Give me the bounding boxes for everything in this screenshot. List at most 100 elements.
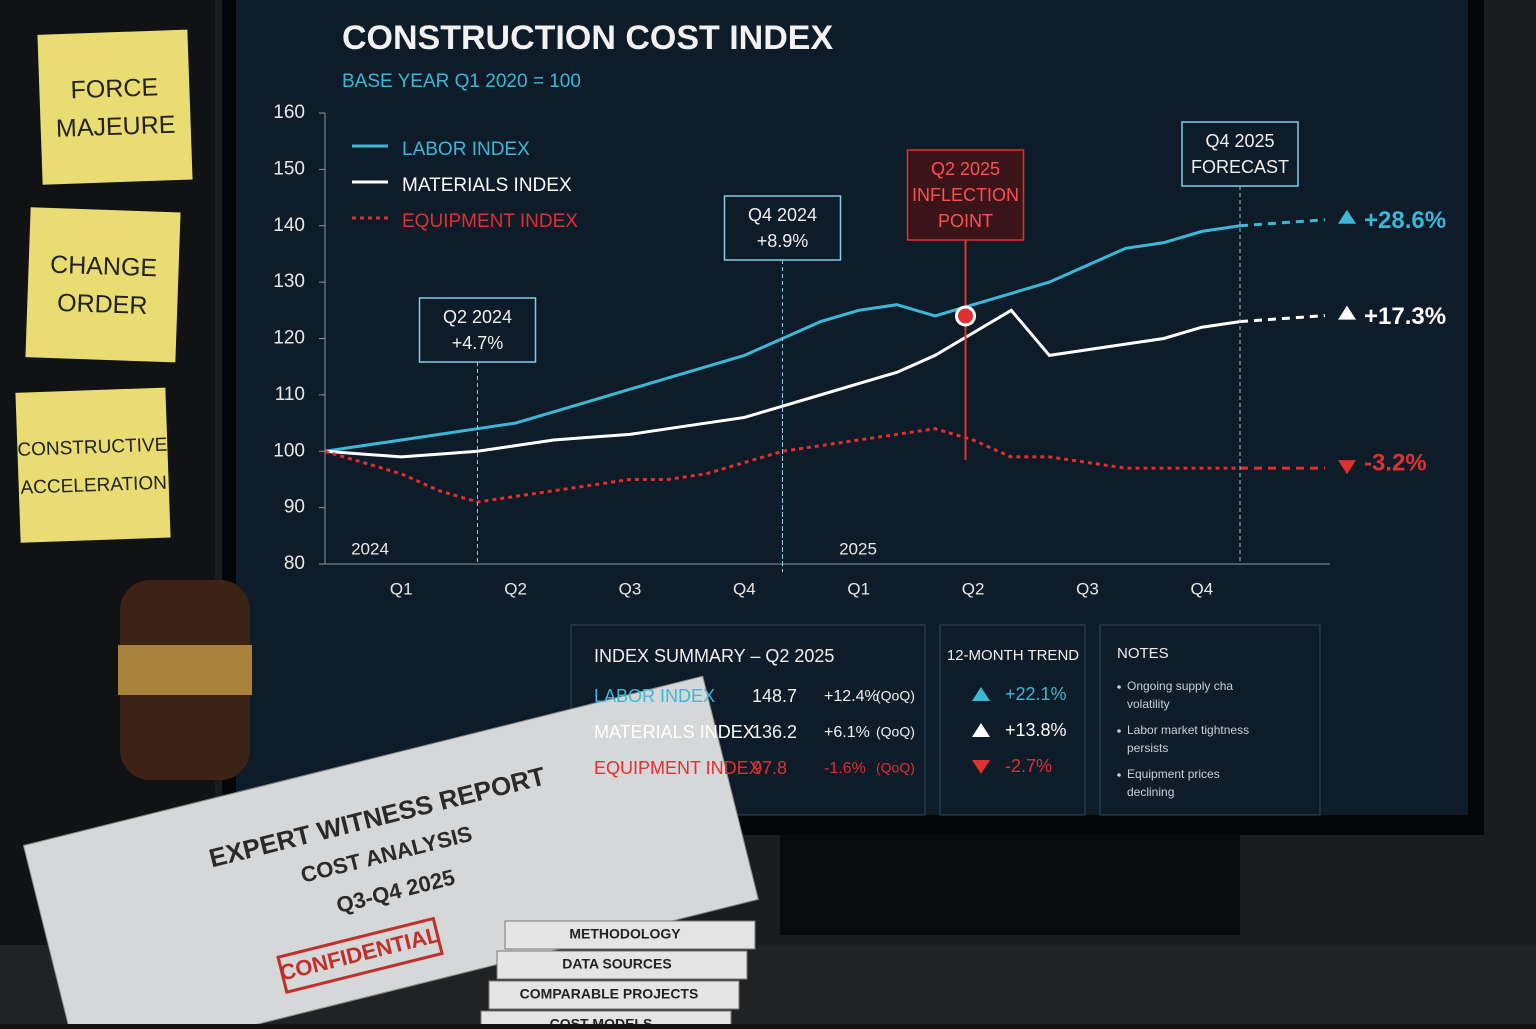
legend-label: MATERIALS INDEX (402, 175, 572, 196)
summary-period: (QoQ) (876, 760, 915, 776)
x-tick-label: Q2 (504, 579, 527, 598)
sticky-text: ACCELERATION (20, 473, 167, 499)
annotation-text: INFLECTION (912, 185, 1019, 205)
report-tab (504, 920, 756, 950)
note-bullet (1117, 729, 1121, 733)
annotation-box (1181, 121, 1299, 187)
summary-change: +12.4% (824, 688, 879, 705)
sticky-note: CHANGE ORDER (25, 207, 181, 363)
x-tick-label: Q4 (1191, 579, 1214, 598)
sticky-paper (15, 387, 171, 543)
x-tick-label: Q1 (390, 579, 413, 598)
summary-value: 97.8 (752, 758, 787, 778)
x-tick-label: Q4 (733, 579, 756, 598)
sticky-text: CONSTRUCTIVE (17, 435, 168, 461)
note-text: persists (1127, 741, 1168, 755)
inflection-marker (955, 305, 976, 327)
sticky-text: MAJEURE (56, 111, 176, 143)
y-tick-label: 110 (275, 384, 305, 405)
year-label: 2025 (839, 539, 877, 558)
note-bullet (1117, 773, 1121, 777)
sticky-text: CHANGE (50, 251, 158, 283)
report-tab-label: METHODOLOGY (569, 926, 681, 942)
y-tick-label: 130 (273, 271, 305, 292)
annotation-text: Q2 2025 (931, 159, 1000, 179)
trend-icon (972, 723, 990, 737)
y-tick-label: 90 (284, 497, 305, 518)
report-cover (22, 675, 759, 1029)
trend-arrow (1338, 209, 1356, 224)
legend-label: EQUIPMENT INDEX (402, 211, 578, 232)
summary-change: +6.1% (824, 724, 870, 741)
year-label: 2024 (351, 539, 389, 558)
y-tick-label: 80 (284, 553, 305, 574)
monitor-stand (780, 835, 1240, 935)
line-series (324, 427, 1240, 504)
note-text: Ongoing supply cha (1127, 679, 1233, 693)
trend-value: -2.7% (1005, 756, 1052, 776)
end-label: -3.2% (1364, 450, 1427, 477)
x-tick-label: Q3 (619, 579, 642, 598)
y-tick-label: 140 (273, 215, 305, 236)
trend-value: +22.1% (1005, 684, 1067, 704)
y-tick-label: 150 (273, 158, 305, 179)
report-tab-label: COMPARABLE PROJECTS (520, 986, 699, 1002)
x-tick-label: Q1 (847, 579, 870, 598)
sticky-text: ORDER (57, 289, 148, 320)
notes-box (1099, 624, 1321, 816)
annotation-box (906, 149, 1025, 241)
summary-value: 136.2 (752, 722, 797, 742)
report-tab-label: COST MODELS (550, 1016, 653, 1024)
note-text: volatility (1127, 697, 1170, 711)
summary-change: -1.6% (824, 760, 866, 777)
sticky-paper (37, 29, 193, 185)
y-tick-label: 160 (273, 102, 305, 123)
summary-name: MATERIALS INDEX (594, 722, 755, 742)
report-tab (496, 950, 748, 980)
stamp-frame (276, 916, 444, 994)
annotation-text: POINT (938, 211, 993, 231)
x-tick-label: Q2 (962, 579, 985, 598)
summary-name: EQUIPMENT INDEX (594, 758, 761, 778)
end-label: +28.6% (1364, 207, 1446, 234)
trend-box (939, 624, 1086, 816)
summary-value: 148.7 (752, 686, 797, 706)
line-series (324, 308, 1241, 459)
trend-title: 12-MONTH TREND (947, 647, 1079, 664)
trend-value: +13.8% (1005, 720, 1067, 740)
trend-icon (972, 687, 990, 701)
chart-title: CONSTRUCTION COST INDEX (342, 19, 833, 57)
legend-label: LABOR INDEX (402, 139, 530, 160)
annotation-text: Q4 2025 (1205, 131, 1274, 151)
y-tick-label: 120 (273, 328, 305, 349)
sticky-note: CONSTRUCTIVE ACCELERATION (15, 387, 171, 543)
forecast-line (1239, 314, 1326, 324)
chart-subtitle: BASE YEAR Q1 2020 = 100 (342, 71, 581, 92)
summary-title: INDEX SUMMARY – Q2 2025 (594, 646, 834, 666)
trend-arrow (1338, 305, 1356, 320)
annotation-text: +4.7% (452, 333, 504, 353)
summary-period: (QoQ) (876, 688, 915, 704)
note-bullet (1117, 685, 1121, 689)
sticky-text: FORCE (70, 73, 158, 104)
summary-name: LABOR INDEX (594, 686, 715, 706)
end-label: +17.3% (1364, 303, 1446, 330)
notes-title: NOTES (1117, 645, 1169, 662)
annotation-box (723, 195, 842, 261)
sticky-paper (25, 207, 181, 363)
forecast-line (1239, 218, 1326, 228)
summary-period: (QoQ) (876, 724, 915, 740)
report-tab-label: DATA SOURCES (562, 956, 671, 972)
trend-arrow (1338, 460, 1356, 475)
annotation-text: +8.9% (757, 231, 809, 251)
note-text: Equipment prices (1127, 767, 1220, 781)
gavel-band (118, 645, 252, 695)
annotation-text: FORECAST (1191, 157, 1289, 177)
note-text: declining (1127, 785, 1174, 799)
y-tick-label: 100 (273, 440, 305, 461)
annotation-box (418, 297, 537, 363)
x-tick-label: Q3 (1076, 579, 1099, 598)
trend-icon (972, 760, 990, 774)
annotation-text: Q4 2024 (748, 205, 817, 225)
